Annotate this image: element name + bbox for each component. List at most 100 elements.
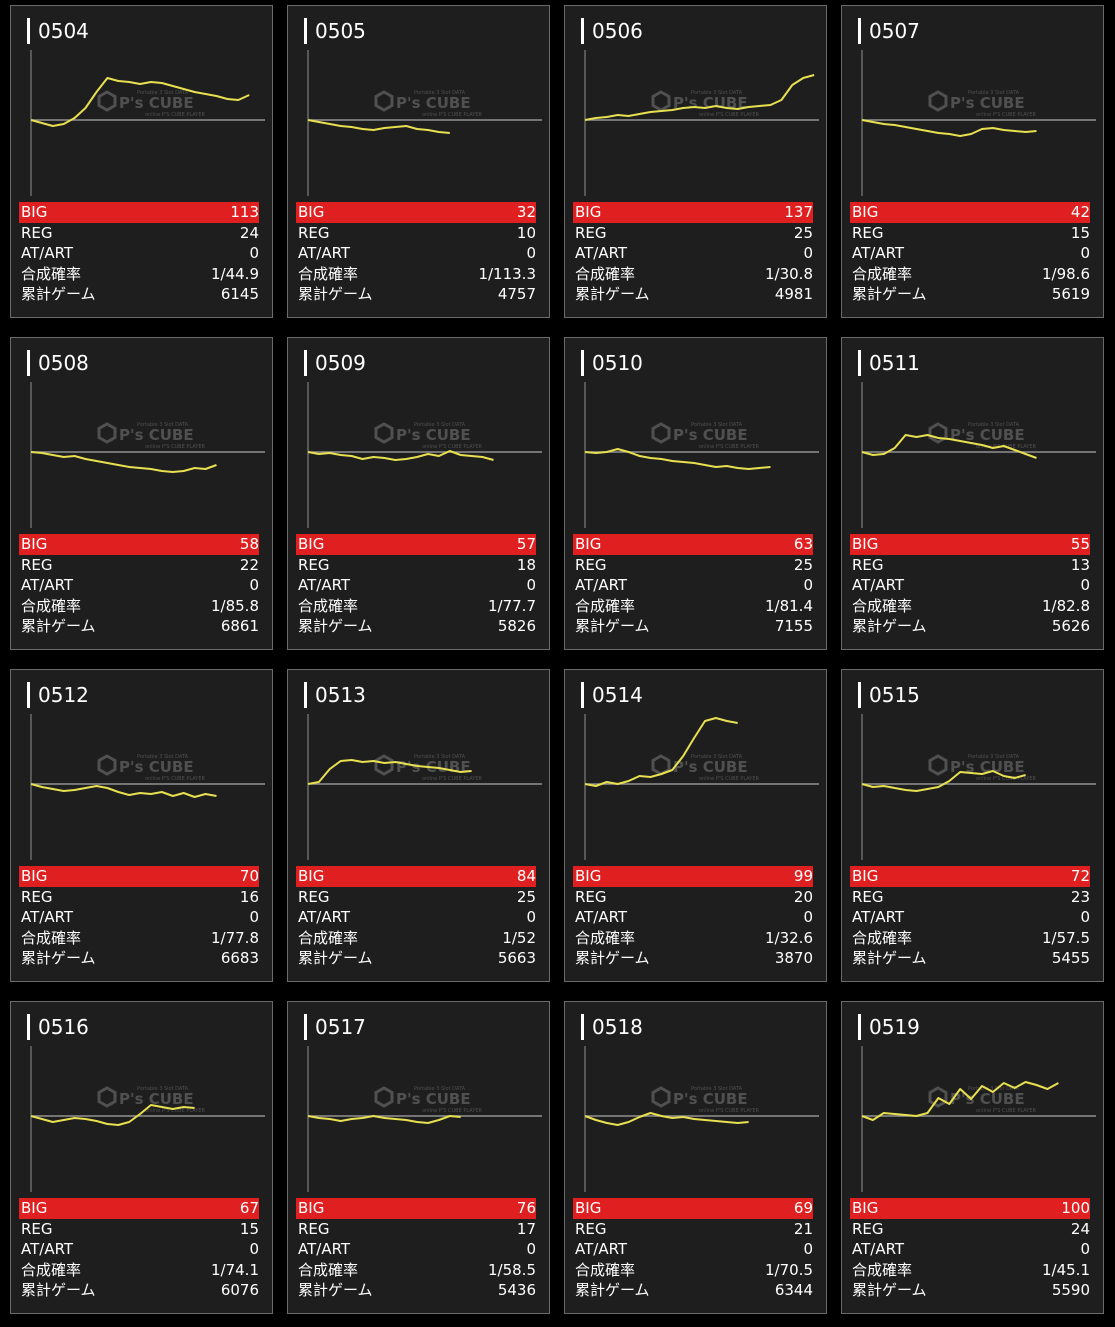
watermark-subtext: Portable 3 Slot DATA — [691, 90, 743, 96]
atart-count-label: AT/ART — [575, 908, 628, 926]
machine-card: 0505 Portable 3 Slot DATA P's CUBE online P… — [287, 5, 550, 318]
machine-card: 0513 Portable 3 Slot DATA P's CUBE online P… — [287, 669, 550, 982]
machine-card: 0507 Portable 3 Slot DATA P's CUBE online P… — [841, 5, 1104, 318]
big-count-row: BIG 76 — [296, 1198, 536, 1219]
cube-icon — [374, 422, 394, 444]
watermark-subtext: online P'S CUBE PLAYER — [145, 112, 205, 118]
watermark-subtext: Portable 3 Slot DATA — [691, 422, 743, 428]
total-games-row: 累計ゲーム 5619 — [850, 284, 1090, 305]
big-count-value: 76 — [516, 1199, 536, 1217]
reg-count-value: 10 — [516, 223, 536, 242]
total-games-value: 6076 — [220, 1281, 259, 1299]
atart-count-label: AT/ART — [21, 1240, 74, 1258]
watermark-subtext: Portable 3 Slot DATA — [414, 754, 466, 760]
watermark-subtext: Portable 3 Slot DATA — [968, 1086, 1020, 1092]
atart-count-label: AT/ART — [852, 576, 905, 594]
machine-card: 0506 Portable 3 Slot DATA P's CUBE online P… — [564, 5, 827, 318]
big-count-row: BIG 57 — [296, 534, 536, 555]
watermark-subtext: Portable 3 Slot DATA — [137, 1086, 189, 1092]
total-games-value: 4757 — [497, 285, 536, 303]
machine-number: 0511 — [858, 350, 920, 376]
stats-table: BIG 58 REG 22 AT/ART 0 合成確率 1/85.8 累計ゲーム 6861 — [19, 534, 259, 637]
big-count-row: BIG 55 — [850, 534, 1090, 555]
atart-count-value: 0 — [1080, 1240, 1090, 1258]
slump-line — [30, 77, 250, 127]
atart-count-row: AT/ART 0 — [296, 575, 536, 596]
atart-count-row: AT/ART 0 — [19, 1239, 259, 1260]
total-games-value: 5590 — [1051, 1281, 1090, 1299]
reg-count-row: REG 18 — [296, 555, 536, 576]
big-count-row: BIG 42 — [850, 202, 1090, 223]
stats-table: BIG 69 REG 21 AT/ART 0 合成確率 1/70.5 累計ゲーム 6344 — [573, 1198, 813, 1301]
total-games-row: 累計ゲーム 6145 — [19, 284, 259, 305]
reg-count-value: 15 — [1070, 223, 1090, 242]
combined-probability-value: 1/30.8 — [765, 264, 813, 283]
watermark-subtext: Portable 3 Slot DATA — [691, 754, 743, 760]
atart-count-label: AT/ART — [575, 576, 628, 594]
atart-count-label: AT/ART — [21, 244, 74, 262]
stats-table: BIG 55 REG 13 AT/ART 0 合成確率 1/82.8 累計ゲーム 5626 — [850, 534, 1090, 637]
cube-icon — [928, 754, 948, 776]
reg-count-row: REG 24 — [19, 223, 259, 244]
stats-table: BIG 100 REG 24 AT/ART 0 合成確率 1/45.1 累計ゲーム 5590 — [850, 1198, 1090, 1301]
cube-icon — [651, 422, 671, 444]
atart-count-value: 0 — [803, 576, 813, 594]
atart-count-value: 0 — [526, 1240, 536, 1258]
atart-count-label: AT/ART — [852, 1240, 905, 1258]
reg-count-label: REG — [575, 1219, 607, 1238]
atart-count-label: AT/ART — [298, 908, 351, 926]
atart-count-value: 0 — [1080, 576, 1090, 594]
watermark-text: P's CUBE — [673, 1090, 748, 1108]
atart-count-label: AT/ART — [852, 908, 905, 926]
atart-count-label: AT/ART — [575, 1240, 628, 1258]
big-count-value: 58 — [239, 535, 259, 553]
watermark-subtext: online P'S CUBE PLAYER — [699, 1108, 759, 1114]
combined-probability-row: 合成確率 1/98.6 — [850, 264, 1090, 285]
total-games-value: 3870 — [774, 949, 813, 967]
reg-count-row: REG 24 — [850, 1219, 1090, 1240]
total-games-row: 累計ゲーム 6861 — [19, 616, 259, 637]
watermark-text: P's CUBE — [396, 94, 471, 112]
machine-number: 0509 — [304, 350, 366, 376]
reg-count-row: REG 21 — [573, 1219, 813, 1240]
combined-probability-label: 合成確率 — [21, 1260, 82, 1279]
big-count-row: BIG 84 — [296, 866, 536, 887]
total-games-value: 5826 — [497, 617, 536, 635]
big-count-row: BIG 32 — [296, 202, 536, 223]
cube-icon — [374, 1086, 394, 1108]
watermark-text: P's CUBE — [950, 94, 1025, 112]
atart-count-row: AT/ART 0 — [296, 243, 536, 264]
combined-probability-row: 合成確率 1/45.1 — [850, 1260, 1090, 1281]
total-games-row: 累計ゲーム 4981 — [573, 284, 813, 305]
machine-card: 0514 Portable 3 Slot DATA P's CUBE online P… — [564, 669, 827, 982]
total-games-label: 累計ゲーム — [575, 285, 650, 303]
combined-probability-value: 1/74.1 — [211, 1260, 259, 1279]
combined-probability-row: 合成確率 1/70.5 — [573, 1260, 813, 1281]
reg-count-row: REG 20 — [573, 887, 813, 908]
combined-probability-label: 合成確率 — [298, 264, 359, 283]
big-count-label: BIG — [21, 203, 48, 221]
total-games-row: 累計ゲーム 3870 — [573, 948, 813, 969]
reg-count-row: REG 15 — [19, 1219, 259, 1240]
watermark-subtext: Portable 3 Slot DATA — [968, 422, 1020, 428]
atart-count-row: AT/ART 0 — [573, 1239, 813, 1260]
atart-count-label: AT/ART — [575, 244, 628, 262]
combined-probability-value: 1/45.1 — [1042, 1260, 1090, 1279]
watermark-subtext: Portable 3 Slot DATA — [414, 90, 466, 96]
watermark-subtext: online P'S CUBE PLAYER — [422, 444, 482, 450]
big-count-value: 70 — [239, 867, 259, 885]
big-count-row: BIG 100 — [850, 1198, 1090, 1219]
stats-table: BIG 63 REG 25 AT/ART 0 合成確率 1/81.4 累計ゲーム 7155 — [573, 534, 813, 637]
reg-count-label: REG — [21, 555, 53, 574]
